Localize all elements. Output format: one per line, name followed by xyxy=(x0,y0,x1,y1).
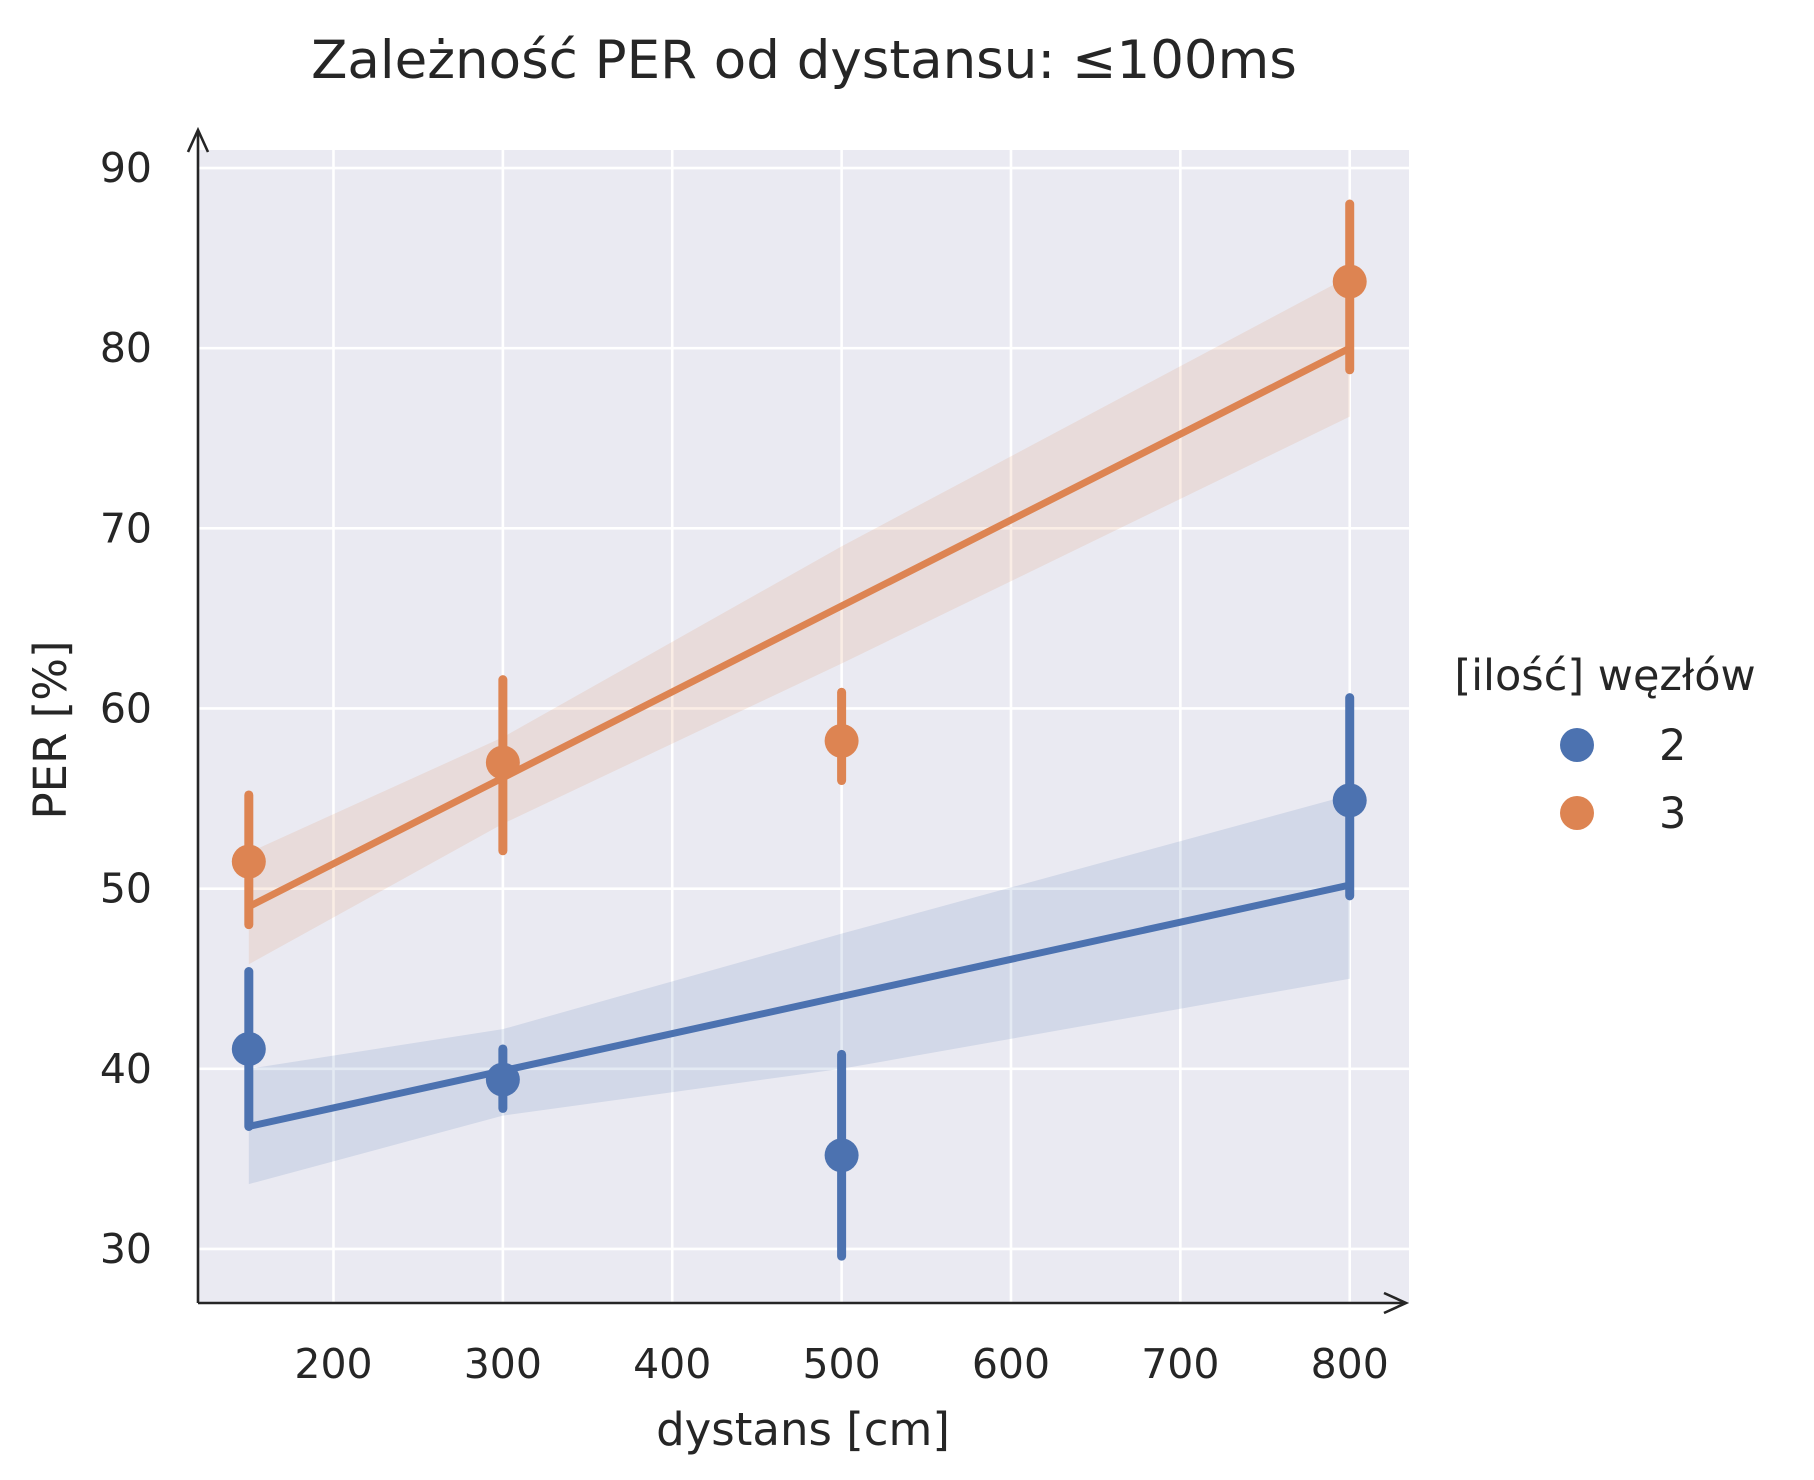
legend-title: [ilość] węzłów xyxy=(1454,651,1755,701)
x-tick-label: 600 xyxy=(972,1340,1050,1388)
y-axis-arrow xyxy=(186,126,210,153)
legend-marker xyxy=(1560,728,1594,762)
data-point xyxy=(824,1138,859,1173)
series-2 xyxy=(231,693,1367,1261)
data-point xyxy=(231,1031,266,1066)
y-tick-label: 60 xyxy=(100,684,152,732)
legend-label: 3 xyxy=(1659,789,1686,839)
plot-background xyxy=(198,150,1409,1303)
confidence-band xyxy=(248,794,1350,1185)
x-axis-arrow xyxy=(1383,1291,1410,1315)
regression-line xyxy=(245,881,1354,1130)
data-point xyxy=(231,844,266,879)
y-tick-label: 40 xyxy=(100,1045,152,1093)
data-point xyxy=(1332,783,1367,818)
y-tick-label: 90 xyxy=(100,144,152,192)
y-tick-label: 30 xyxy=(100,1225,152,1273)
chart-title: Zależność PER od dystansu: ≤100ms xyxy=(311,30,1297,91)
legend-items: 23 xyxy=(1560,721,1686,839)
y-axis-label: PER [%] xyxy=(24,640,77,819)
legend-label: 2 xyxy=(1659,721,1686,771)
y-tick-label: 80 xyxy=(100,324,152,372)
x-tick-label: 300 xyxy=(464,1340,542,1388)
data-point xyxy=(824,723,859,758)
data-point xyxy=(1332,264,1367,299)
y-tick-label: 70 xyxy=(100,504,152,552)
legend-marker xyxy=(1560,796,1594,830)
series-3 xyxy=(231,199,1367,965)
legend: [ilość] węzłów 23 xyxy=(1454,651,1755,839)
x-tick-label: 400 xyxy=(633,1340,711,1388)
x-tick-label: 500 xyxy=(802,1340,880,1388)
tick-labels: 200 300 400 500 600 700 800 30 40 50 60 70 80 90 xyxy=(100,144,1389,1388)
regression-line xyxy=(245,344,1354,911)
confidence-band xyxy=(248,276,1350,965)
axes xyxy=(186,126,1410,1315)
x-axis-label: dystans [cm] xyxy=(656,1403,950,1456)
data-point xyxy=(485,745,520,780)
x-tick-label: 200 xyxy=(294,1340,372,1388)
series-layer xyxy=(231,199,1367,1261)
x-tick-label: 800 xyxy=(1311,1340,1389,1388)
grid-lines xyxy=(198,150,1409,1303)
x-tick-label: 700 xyxy=(1141,1340,1219,1388)
data-point xyxy=(485,1062,520,1097)
y-tick-label: 50 xyxy=(100,865,152,913)
